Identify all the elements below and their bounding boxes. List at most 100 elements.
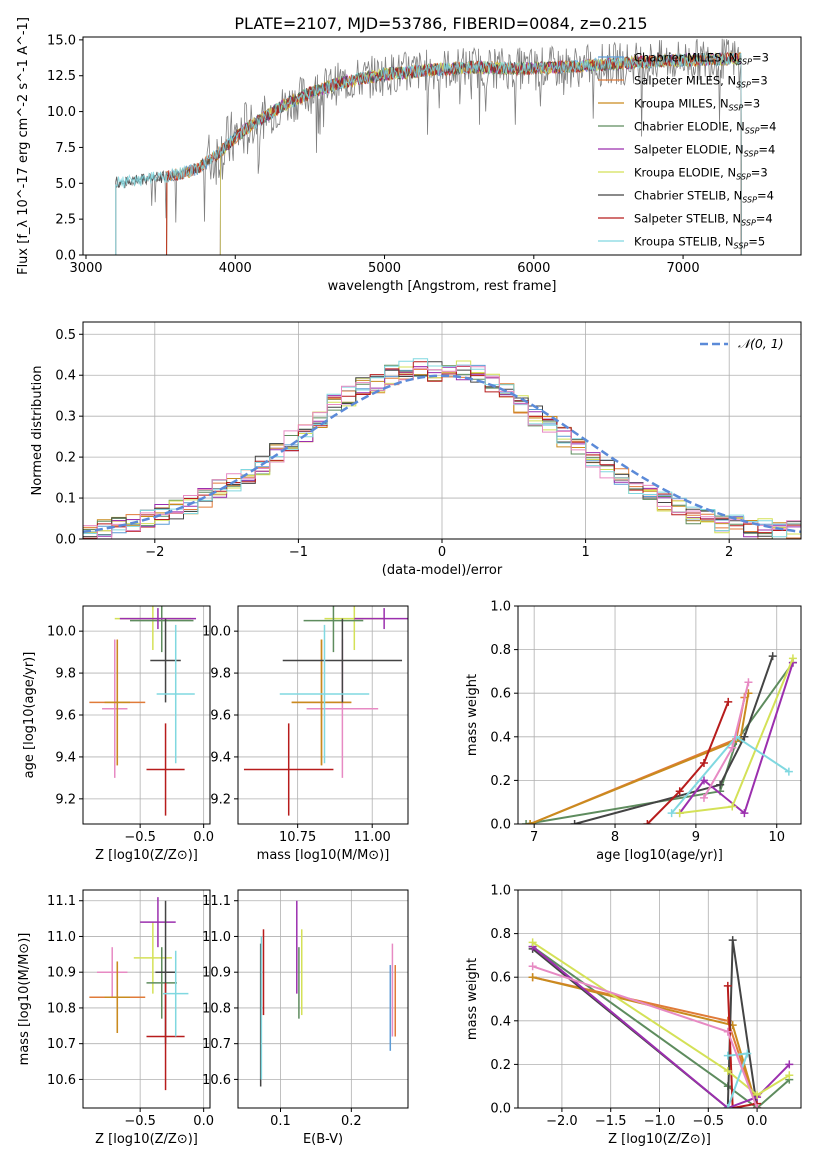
y-tick-label: 10.6 (47, 1073, 76, 1088)
observed-spectrum (115, 38, 742, 223)
y-tick-label: 10.9 (47, 966, 76, 981)
weight-marker (723, 1066, 732, 1075)
y-tick-label: 9.8 (210, 667, 231, 682)
y-tick-label: 10.8 (202, 1001, 231, 1016)
x-tick-label: 8 (611, 830, 619, 845)
weight-marker (716, 780, 725, 789)
axes-frame (237, 889, 409, 1109)
y-tick-label: 11.0 (202, 930, 231, 945)
x-axis-label: (data-model)/error (382, 563, 503, 578)
x-tick-label: 1 (581, 545, 589, 560)
plot-area (528, 936, 794, 1108)
weight-marker (784, 767, 793, 776)
x-tick-label: 7000 (667, 261, 700, 276)
error-bar-point (243, 723, 334, 816)
weight-marker (723, 1051, 732, 1060)
weight-line (525, 662, 794, 824)
y-tick-label: 12.5 (47, 69, 76, 84)
y-tick-label: 5.0 (55, 177, 76, 192)
y-axis-label: age [log10(age/yr)] (22, 652, 37, 779)
error-bar-point (119, 608, 197, 630)
x-axis-label: Z [log10(Z/Z⊙)] (95, 848, 198, 863)
weight-series (522, 658, 797, 824)
plot-area (115, 38, 742, 255)
plot-area (243, 606, 408, 816)
y-tick-label: 11.1 (47, 894, 76, 909)
weight-marker (785, 1060, 794, 1069)
y-tick-label: 0.8 (490, 643, 511, 658)
y-tick-label: 9.2 (55, 792, 76, 807)
error-bar-point (129, 606, 194, 653)
chart-age-vs-mass: 10.75 11.00 9.2 9.4 9.6 9.8 10.0 mass [log10(M/… (202, 605, 409, 863)
weight-marker (675, 787, 684, 796)
figure-title: PLATE=2107, MJD=53786, FIBERID=0084, z=0… (234, 14, 647, 33)
y-tick-label: 10.7 (47, 1037, 76, 1052)
weight-marker (723, 981, 732, 990)
weight-marker (528, 938, 537, 947)
y-tick-label: 0.0 (55, 249, 76, 264)
weight-marker (788, 654, 797, 663)
error-bar-point (96, 947, 128, 998)
weight-line (532, 965, 759, 1108)
weight-marker (699, 793, 708, 802)
legend-label: Chabrier MILES, NSSP=3 (634, 51, 769, 67)
error-bar-point (163, 950, 189, 1037)
plot-area (259, 900, 396, 1087)
x-tick-label: 9 (692, 830, 700, 845)
weight-marker (699, 758, 708, 767)
weight-series (699, 678, 753, 802)
x-tick-label: −0.5 (693, 1114, 725, 1129)
error-bar-point (104, 961, 130, 1033)
weight-series (528, 962, 762, 1108)
weight-series (528, 973, 762, 1108)
x-axis-label: E(B-V) (303, 1132, 343, 1147)
y-tick-label: 1.0 (490, 884, 511, 899)
x-tick-label: −2 (145, 545, 164, 560)
y-tick-label: 0.8 (490, 927, 511, 942)
weight-marker (743, 1049, 752, 1058)
y-tick-label: 9.6 (55, 709, 76, 724)
error-bar-point (146, 982, 185, 1091)
weight-line (532, 976, 759, 1108)
histogram-series (83, 361, 801, 539)
weight-marker (570, 820, 579, 824)
weight-series (528, 938, 794, 1099)
weight-marker (522, 820, 531, 824)
weight-series (667, 732, 793, 818)
legend-label: Salpeter MILES, NSSP=3 (634, 74, 768, 90)
error-bar-point (102, 639, 128, 778)
legend: Chabrier MILES, NSSP=3 Salpeter MILES, NS… (598, 51, 776, 251)
x-tick-label: 3000 (69, 261, 102, 276)
weight-series (643, 697, 733, 824)
y-axis-label: Flux [f_λ 10^-17 erg cm^-2 s^-1 A^-1] (16, 17, 31, 275)
y-axis-label: mass weight (465, 958, 480, 1040)
legend-label: Kroupa STELIB, NSSP=5 (634, 235, 765, 251)
x-tick-label: −0.5 (124, 830, 156, 845)
weight-marker (723, 1027, 732, 1036)
x-tick-label: −1 (289, 545, 308, 560)
y-tick-label: 0.6 (490, 687, 511, 702)
weight-marker (768, 652, 777, 661)
y-tick-label: 0.2 (490, 774, 511, 789)
axes-frame (82, 889, 211, 1109)
x-tick-label: −1.5 (595, 1114, 627, 1129)
y-tick-label: 0.2 (55, 451, 76, 466)
legend-label: Kroupa MILES, NSSP=3 (634, 97, 760, 113)
error-bar-point (303, 606, 364, 653)
y-axis-label: mass weight (465, 674, 480, 756)
y-tick-label: 0.3 (55, 410, 76, 425)
y-tick-label: 0.0 (490, 1102, 511, 1117)
x-axis-label: age [log10(age/yr)] (596, 848, 723, 863)
weight-line (646, 701, 730, 824)
x-tick-label: 0.2 (341, 1114, 362, 1129)
y-tick-label: 0.0 (55, 533, 76, 548)
legend-label: Salpeter ELODIE, NSSP=4 (634, 143, 775, 159)
legend-label: Chabrier STELIB, NSSP=4 (634, 189, 774, 205)
error-bar-point (156, 624, 195, 764)
weight-marker (526, 820, 535, 824)
x-tick-label: −1.0 (644, 1114, 676, 1129)
axes-frame (82, 36, 802, 256)
weight-line (531, 945, 791, 1108)
y-tick-label: 0.4 (490, 730, 511, 745)
